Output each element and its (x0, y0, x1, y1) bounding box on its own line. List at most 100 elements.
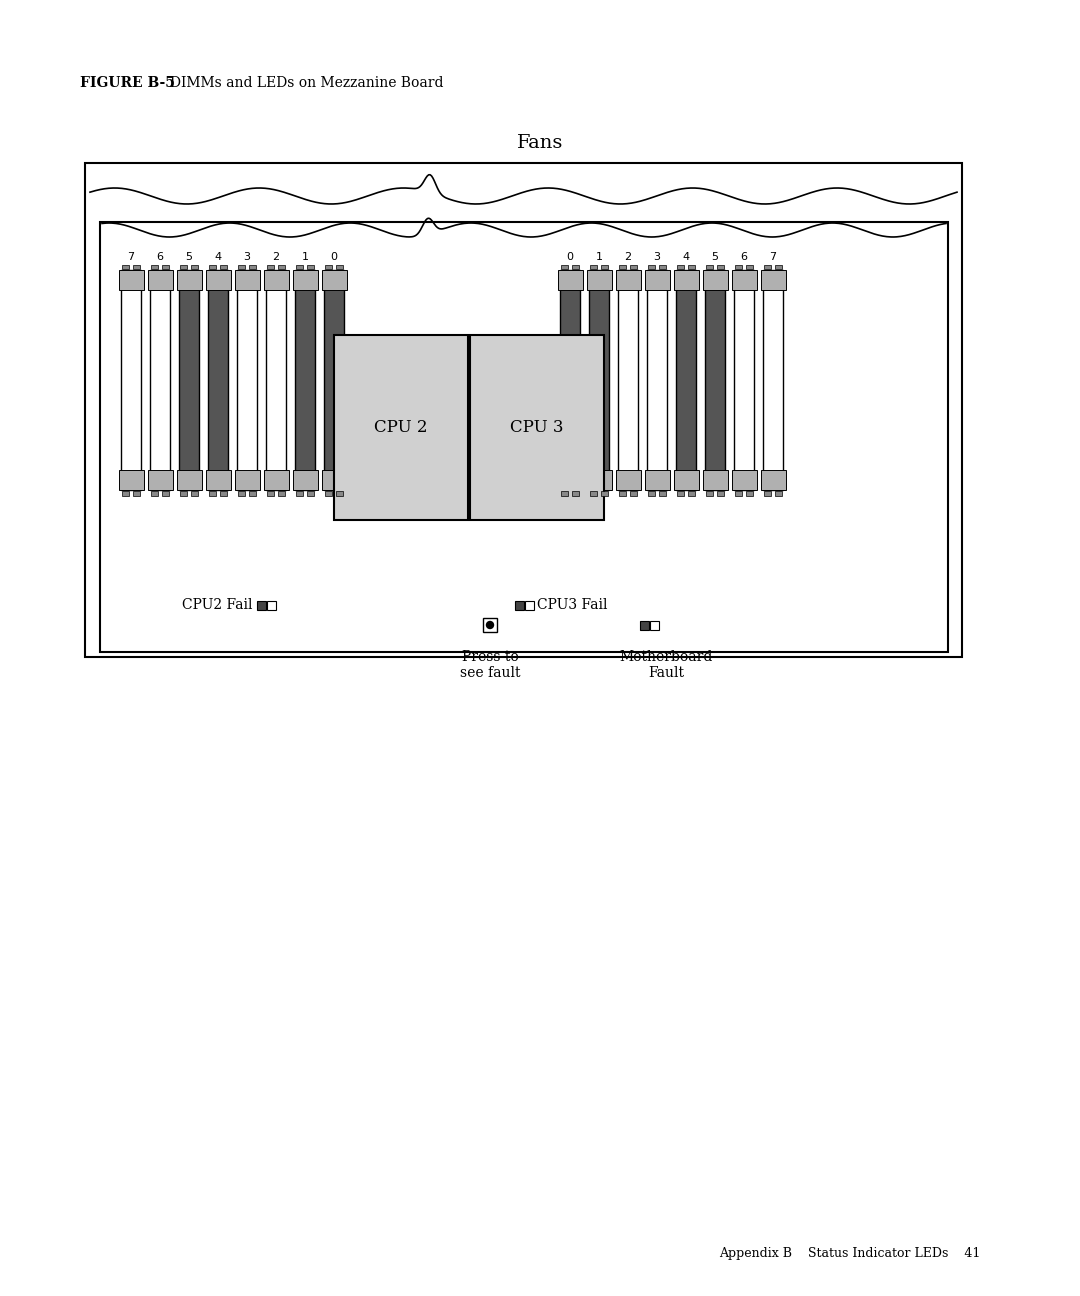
Bar (717, 264, 724, 270)
Bar (279, 491, 285, 496)
Bar (264, 470, 288, 490)
Bar (210, 491, 216, 496)
Bar (325, 264, 332, 270)
Bar (631, 491, 637, 496)
Bar (119, 470, 144, 490)
Text: 5: 5 (186, 251, 192, 262)
Bar (619, 491, 625, 496)
Bar (616, 470, 640, 490)
Bar (220, 264, 227, 270)
Bar (295, 270, 315, 490)
Bar (619, 264, 625, 270)
Text: CPU3 Fail: CPU3 Fail (537, 597, 607, 612)
Bar (586, 470, 611, 490)
Bar (561, 270, 580, 490)
Bar (122, 264, 129, 270)
Bar (590, 491, 596, 496)
Bar (557, 270, 582, 290)
Circle shape (486, 622, 494, 629)
Text: 0: 0 (567, 251, 573, 262)
Bar (746, 491, 753, 496)
Bar (631, 264, 637, 270)
Bar (650, 621, 659, 630)
Bar (180, 264, 187, 270)
Bar (336, 264, 342, 270)
Bar (645, 270, 670, 290)
Bar (586, 270, 611, 290)
Bar (765, 491, 771, 496)
Bar (483, 618, 497, 632)
Bar (618, 270, 638, 490)
Text: 5: 5 (712, 251, 718, 262)
Bar (705, 270, 725, 490)
Bar (249, 264, 256, 270)
Bar (176, 270, 202, 290)
Bar (562, 491, 568, 496)
Bar (205, 470, 230, 490)
Text: 3: 3 (653, 251, 661, 262)
Text: Motherboard
Fault: Motherboard Fault (619, 651, 713, 680)
Bar (296, 264, 302, 270)
Bar (616, 270, 640, 290)
Bar (180, 491, 187, 496)
Bar (515, 600, 524, 609)
Text: 4: 4 (683, 251, 689, 262)
Text: CPU 2: CPU 2 (375, 419, 428, 435)
Bar (775, 264, 782, 270)
Text: 0: 0 (330, 251, 337, 262)
Bar (150, 270, 170, 490)
Bar (121, 270, 141, 490)
Bar (648, 264, 654, 270)
Bar (589, 270, 609, 490)
Bar (210, 264, 216, 270)
Text: 6: 6 (157, 251, 163, 262)
Text: 7: 7 (769, 251, 777, 262)
Text: Fans: Fans (517, 133, 563, 152)
Bar (293, 270, 318, 290)
Bar (257, 600, 266, 609)
Bar (134, 264, 139, 270)
Bar (645, 470, 670, 490)
Bar (562, 264, 568, 270)
Bar (148, 270, 173, 290)
Bar (179, 270, 199, 490)
Text: DIMMs and LEDs on Mezzanine Board: DIMMs and LEDs on Mezzanine Board (170, 76, 444, 89)
Bar (688, 264, 694, 270)
Bar (296, 491, 302, 496)
Bar (760, 470, 785, 490)
Text: CPU2 Fail: CPU2 Fail (183, 597, 253, 612)
Bar (322, 270, 347, 290)
Bar (731, 270, 756, 290)
Bar (122, 491, 129, 496)
Bar (648, 491, 654, 496)
Bar (688, 491, 694, 496)
Bar (702, 270, 728, 290)
Bar (267, 264, 273, 270)
Bar (676, 270, 696, 490)
Bar (717, 491, 724, 496)
Bar (336, 491, 342, 496)
Bar (191, 264, 198, 270)
Bar (660, 264, 665, 270)
Bar (677, 264, 684, 270)
Bar (119, 270, 144, 290)
Text: Appendix B    Status Indicator LEDs    41: Appendix B Status Indicator LEDs 41 (718, 1247, 980, 1260)
Bar (735, 491, 742, 496)
Bar (765, 264, 771, 270)
Bar (677, 491, 684, 496)
Bar (267, 600, 276, 609)
Bar (572, 264, 579, 270)
Bar (239, 491, 244, 496)
Bar (674, 270, 699, 290)
Bar (208, 270, 228, 490)
Bar (525, 600, 534, 609)
Text: 4: 4 (215, 251, 221, 262)
Text: Press to
see fault: Press to see fault (460, 651, 521, 680)
Text: 1: 1 (595, 251, 603, 262)
Bar (731, 470, 756, 490)
Bar (308, 264, 314, 270)
Bar (239, 264, 244, 270)
Bar (602, 264, 608, 270)
Bar (191, 491, 198, 496)
Bar (734, 270, 754, 490)
